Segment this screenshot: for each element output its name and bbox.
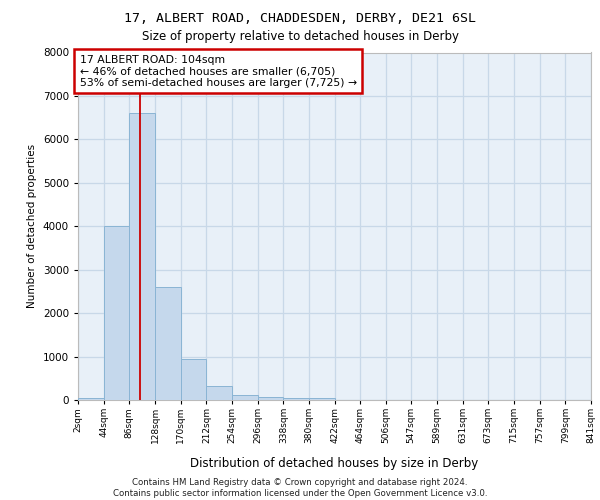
Bar bbox=[181, 358, 206, 400]
Text: 17, ALBERT ROAD, CHADDESDEN, DERBY, DE21 6SL: 17, ALBERT ROAD, CHADDESDEN, DERBY, DE21… bbox=[124, 12, 476, 26]
Bar bbox=[130, 114, 155, 400]
Bar bbox=[232, 394, 258, 400]
Bar bbox=[283, 398, 309, 400]
Text: Size of property relative to detached houses in Derby: Size of property relative to detached ho… bbox=[142, 30, 458, 43]
Y-axis label: Number of detached properties: Number of detached properties bbox=[27, 144, 37, 308]
Text: 17 ALBERT ROAD: 104sqm
← 46% of detached houses are smaller (6,705)
53% of semi-: 17 ALBERT ROAD: 104sqm ← 46% of detached… bbox=[80, 54, 357, 88]
Bar bbox=[78, 398, 104, 400]
Text: Contains HM Land Registry data © Crown copyright and database right 2024.
Contai: Contains HM Land Registry data © Crown c… bbox=[113, 478, 487, 498]
X-axis label: Distribution of detached houses by size in Derby: Distribution of detached houses by size … bbox=[190, 457, 479, 470]
Bar bbox=[258, 396, 283, 400]
Bar bbox=[206, 386, 232, 400]
Bar bbox=[104, 226, 130, 400]
Bar bbox=[309, 398, 335, 400]
Bar bbox=[155, 287, 181, 400]
